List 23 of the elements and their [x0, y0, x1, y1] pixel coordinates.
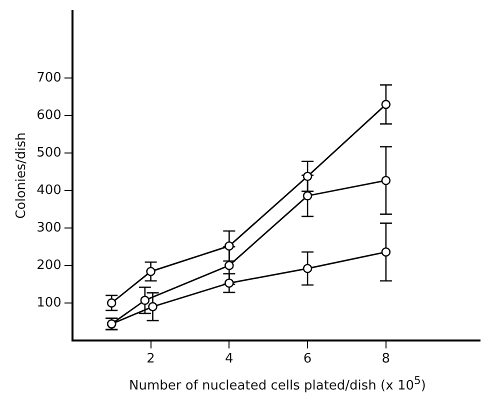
point [302, 264, 312, 274]
point [302, 172, 312, 181]
point [224, 260, 234, 270]
point [148, 302, 158, 312]
y-tick-label: 500 [36, 146, 62, 160]
x-tick-label: 4 [225, 352, 234, 367]
y-tick-label: 100 [36, 295, 62, 310]
point [224, 241, 234, 251]
point [381, 176, 391, 186]
y-tick-label: 200 [36, 258, 62, 273]
point [381, 247, 391, 257]
y-tick-label: 700 [36, 70, 62, 86]
point [140, 296, 150, 305]
point [302, 191, 312, 200]
x-tick-label: 2 [146, 352, 155, 367]
y-tick-label: 400 [36, 182, 62, 198]
x-tick-label: 8 [382, 352, 390, 367]
y-tick-label: 600 [36, 108, 62, 124]
point [381, 100, 391, 110]
y-axis-title: Colonies/dish [14, 132, 30, 219]
x-axis-title: Number of nucleated cells plated/dish (x 10$^{5}$) [128, 374, 427, 394]
y-tick-label: 300 [36, 220, 62, 236]
x-tick-label: 6 [303, 352, 312, 367]
